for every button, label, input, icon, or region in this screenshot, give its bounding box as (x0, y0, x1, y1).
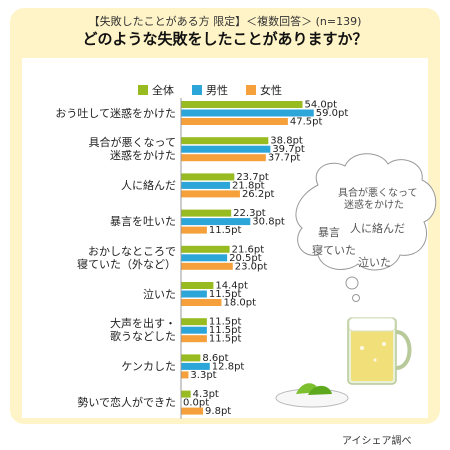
data-label: 0.0pt (183, 398, 209, 409)
data-label: 26.2pt (242, 189, 275, 200)
legend-label-male: 男性 (206, 84, 228, 97)
chart-title: どのような失敗をしたことがありますか？ (82, 30, 368, 48)
bubble-text: 寝ていた (312, 243, 356, 257)
bar-female (181, 335, 207, 343)
data-label: 9.8pt (205, 406, 231, 417)
bar-male (181, 254, 228, 262)
data-label: 11.5pt (209, 225, 242, 236)
category-label: 大声を出す・ 歌うなどした (110, 317, 176, 344)
data-label: 11.5pt (209, 317, 242, 328)
plate-illustration (275, 383, 349, 408)
bar-all (181, 282, 214, 289)
data-label: 8.6pt (202, 353, 228, 364)
legend-item-male: 男性 (192, 82, 228, 98)
legend: 全体 男性 女性 (138, 83, 358, 97)
category-label: おかしなところで 寝ていた（外など） (77, 244, 176, 271)
bubble-text: 暴言 (318, 226, 340, 239)
bubble-text: 人に絡んだ (350, 221, 405, 235)
bar-male (181, 181, 231, 189)
legend-swatch-all (138, 85, 148, 95)
data-label: 30.8pt (252, 217, 285, 228)
data-label: 37.7pt (268, 153, 301, 164)
data-label: 4.3pt (193, 389, 219, 400)
category-label: 暴言を吐いた (110, 215, 176, 229)
category-label: 泣いた (143, 287, 176, 301)
bar-all (181, 173, 235, 181)
data-label: 3.3pt (190, 370, 216, 381)
data-label: 12.8pt (212, 361, 245, 372)
bar-female (181, 371, 189, 379)
data-label: 23.0pt (235, 261, 268, 272)
legend-item-all: 全体 (138, 82, 174, 98)
bar-all (181, 245, 230, 253)
data-label: 47.5pt (290, 117, 323, 128)
bar-all (181, 101, 303, 108)
legend-label-female: 女性 (260, 84, 282, 97)
bar-male (181, 145, 271, 153)
data-label: 20.5pt (229, 253, 262, 264)
data-label: 14.4pt (215, 281, 248, 292)
bar-all (181, 354, 201, 362)
bar-female (181, 226, 207, 234)
bar-all (181, 318, 207, 326)
data-label: 11.5pt (209, 289, 242, 300)
bar-male (181, 326, 207, 334)
data-label: 59.0pt (316, 108, 349, 119)
bar-male (181, 290, 207, 298)
bar-male (181, 109, 314, 117)
data-label: 21.8pt (232, 180, 265, 191)
data-label: 39.7pt (272, 144, 305, 155)
data-label: 11.5pt (209, 325, 242, 336)
data-label: 22.3pt (233, 208, 266, 219)
data-label: 23.7pt (236, 172, 269, 183)
bar-all (181, 390, 191, 398)
bar-female (181, 262, 233, 270)
bar-all (181, 137, 269, 145)
bubble-text: 具合が悪くなって (338, 186, 418, 199)
category-label: 勢いで恋人ができた (77, 396, 176, 410)
data-label: 21.6pt (232, 244, 265, 255)
data-label: 11.5pt (209, 334, 242, 345)
bar-male (181, 362, 210, 370)
category-label: おう吐して迷惑をかけた (55, 106, 176, 120)
category-label: ケンカした (121, 359, 176, 373)
chart-subtitle: 【失敗したことがある方 限定】＜複数回答＞ (n=139) (88, 15, 362, 28)
legend-swatch-male (192, 85, 202, 95)
beer-mug-illustration (347, 317, 412, 385)
data-label: 18.0pt (224, 298, 257, 309)
legend-item-female: 女性 (246, 82, 282, 98)
thought-bubble-illustration (295, 153, 437, 302)
bubble-text: 泣いた (358, 255, 391, 269)
legend-swatch-female (246, 85, 256, 95)
category-label: 具合が悪くなって 迷惑をかけた (88, 136, 176, 163)
data-label: 38.8pt (270, 136, 303, 147)
category-label: 人に絡んだ (121, 178, 176, 192)
bar-female (181, 118, 288, 125)
bar-female (181, 190, 240, 198)
source-note: アイシェア調べ (342, 436, 412, 447)
data-label: 54.0pt (305, 100, 338, 111)
bar-female (181, 407, 204, 415)
bar-male (181, 218, 251, 226)
bar-all (181, 209, 232, 217)
bubble-text: 迷惑をかけた (344, 198, 404, 211)
legend-label-all: 全体 (152, 84, 174, 97)
bar-female (181, 154, 266, 162)
bar-female (181, 299, 222, 306)
